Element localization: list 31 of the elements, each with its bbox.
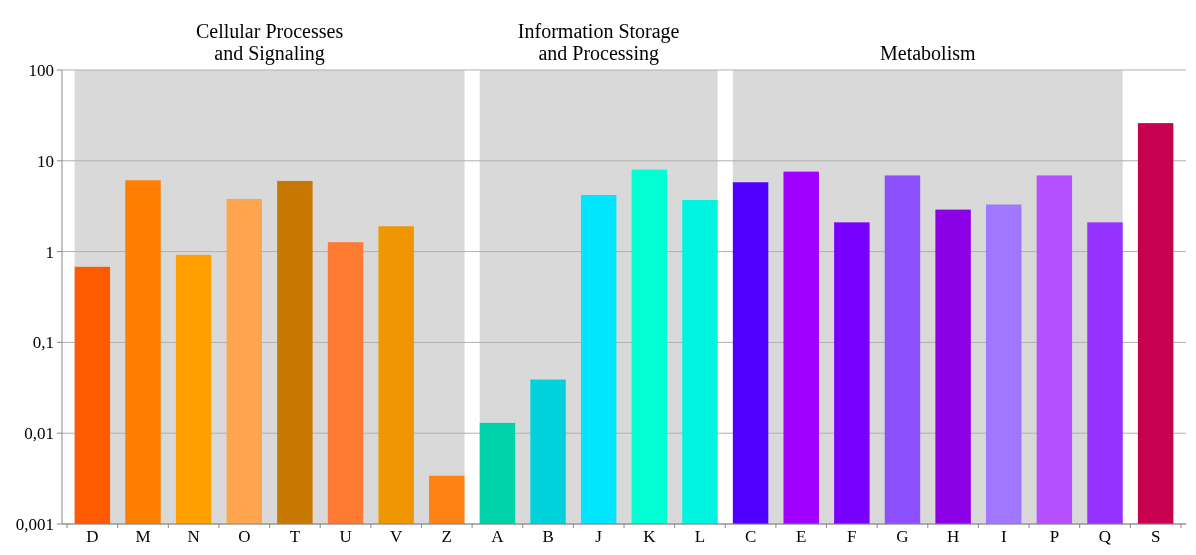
x-tick-label: B bbox=[542, 527, 554, 546]
y-tick-label: 1 bbox=[45, 242, 54, 262]
x-tick-label: H bbox=[946, 527, 960, 546]
band-label: Information Storage and Processing bbox=[517, 20, 680, 65]
x-tick-label: N bbox=[187, 527, 200, 546]
x-tick-label: I bbox=[1000, 527, 1007, 546]
x-tick-label: P bbox=[1049, 527, 1060, 546]
x-tick-label: C bbox=[744, 527, 757, 546]
y-tick-label: 0,01 bbox=[24, 424, 54, 444]
x-tick-label: U bbox=[339, 527, 352, 546]
band-label: Metabolism bbox=[880, 42, 976, 64]
y-tick-label: 100 bbox=[28, 60, 54, 80]
x-tick-label: M bbox=[135, 527, 151, 546]
x-tick-label: T bbox=[289, 527, 301, 546]
x-tick-label: E bbox=[796, 527, 807, 546]
y-tick-label: 0,001 bbox=[15, 514, 54, 534]
band-label: Cellular Processes and Signaling bbox=[195, 20, 344, 65]
x-tick-label: K bbox=[643, 527, 657, 546]
x-tick-label: V bbox=[390, 527, 404, 546]
x-tick-label: Z bbox=[441, 527, 452, 546]
y-tick-label: 0,1 bbox=[32, 333, 54, 353]
x-tick-label: G bbox=[896, 527, 909, 546]
x-tick-label: F bbox=[847, 527, 857, 546]
y-tick-label: 10 bbox=[37, 151, 54, 171]
x-tick-label: S bbox=[1150, 527, 1161, 546]
x-tick-label: L bbox=[694, 527, 706, 546]
x-tick-label: J bbox=[595, 527, 603, 546]
x-tick-label: O bbox=[238, 527, 251, 546]
x-tick-label: D bbox=[86, 527, 99, 546]
x-tick-label: A bbox=[491, 527, 505, 546]
x-tick-label: Q bbox=[1098, 527, 1112, 546]
